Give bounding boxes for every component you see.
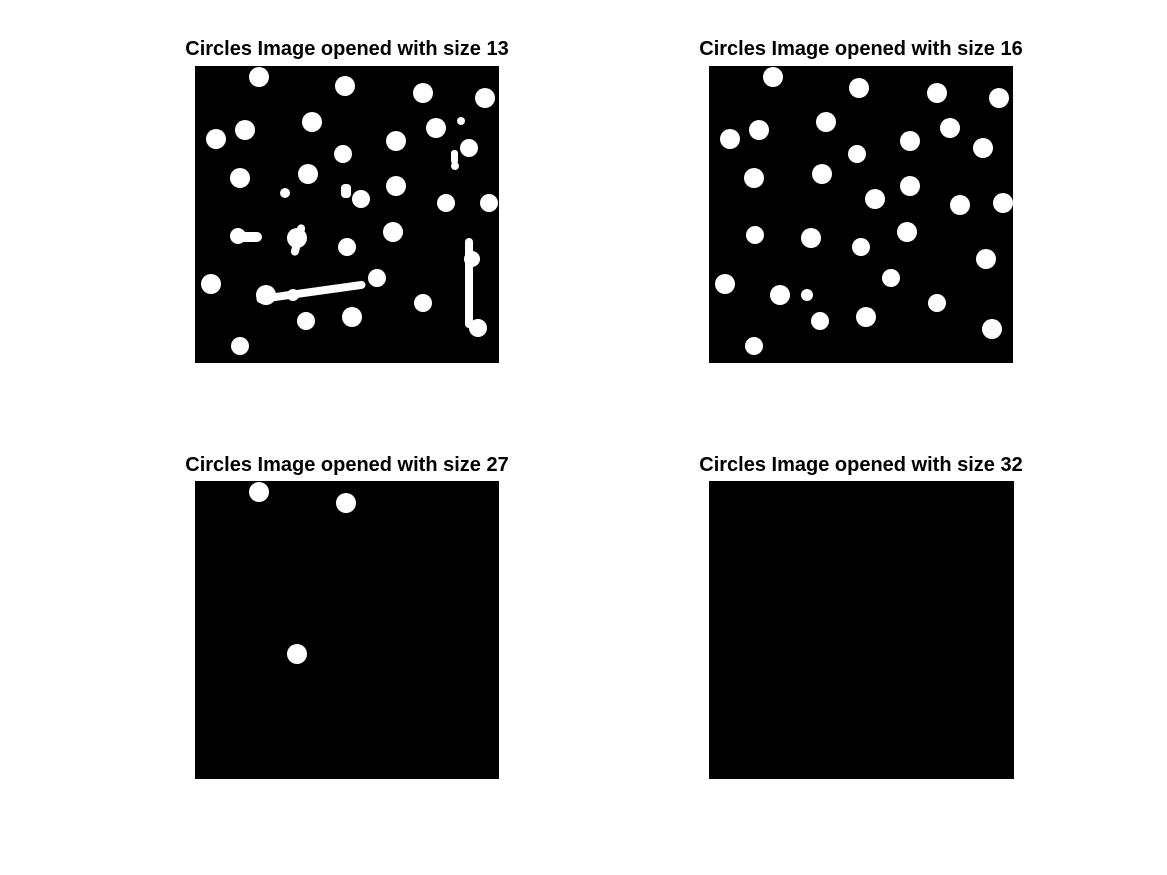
panel-title-size-27: Circles Image opened with size 27 [185,454,509,476]
binary-image-size-32 [709,481,1014,779]
panel-title-size-16: Circles Image opened with size 16 [699,38,1023,60]
panel-title-size-32: Circles Image opened with size 32 [699,454,1023,476]
binary-image-size-27 [195,481,499,779]
binary-image-size-13 [195,66,499,363]
panel-title-size-13: Circles Image opened with size 13 [185,38,509,60]
binary-image-size-16 [709,66,1013,363]
